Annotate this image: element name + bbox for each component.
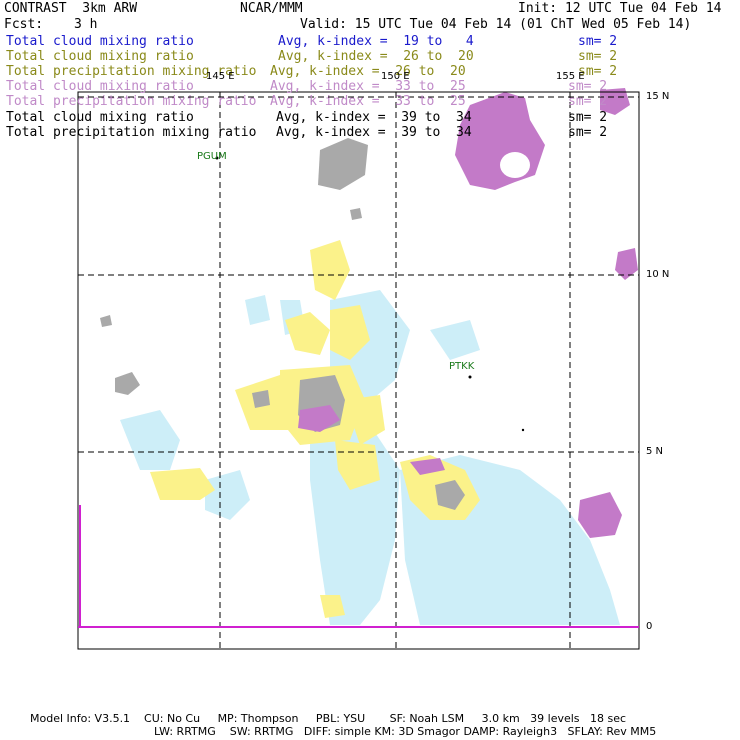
legend-sm: sm= 2 [578, 64, 618, 79]
legend-sm: sm= 2 [578, 49, 618, 64]
lat-label: 0 [646, 621, 653, 632]
init-time: Init: 12 UTC Tue 04 Feb 14 [518, 1, 722, 16]
organization: NCAR/MMM [240, 1, 303, 16]
legend-sm: sm= 2 [568, 94, 608, 109]
map-frame [77, 91, 640, 650]
legend-sm: sm= 2 [568, 110, 608, 125]
model-info: Model Info: V3.5.1 CU: No Cu MP: Thompso… [30, 712, 627, 725]
lon-label: 155 E [556, 71, 585, 82]
forecast-hours: 3 h [74, 17, 98, 32]
pgum-marker [215, 156, 219, 160]
precip-hole [500, 152, 530, 178]
station-label: PTKK [449, 361, 475, 372]
legend-avg: Avg, k-index = 33 to 25 [270, 79, 466, 94]
legend-avg: Avg, k-index = 26 to 20 [270, 64, 466, 79]
station-label: PGUM [197, 151, 227, 162]
lat-label: 15 N [646, 91, 670, 102]
island-marker [521, 428, 525, 432]
lat-label: 5 N [646, 446, 664, 457]
forecast-label: Fcst: [4, 17, 44, 32]
legend-field: Total cloud mixing ratio [6, 79, 194, 94]
legend-avg: Avg, k-index = 33 to 25 [270, 94, 466, 109]
ptkk-marker [468, 375, 472, 379]
model-physics: LW: RRTMG SW: RRTMG DIFF: simple KM: 3D … [154, 725, 657, 738]
legend-avg: Avg, k-index = 19 to 4 [278, 34, 474, 49]
legend-avg: Avg, k-index = 26 to 20 [278, 49, 474, 64]
project-title: CONTRAST 3km ARW [4, 1, 138, 16]
legend-field: Total cloud mixing ratio [6, 49, 194, 64]
legend-field: Total precipitation mixing ratio [6, 94, 257, 109]
lon-label: 150 E [381, 71, 410, 82]
valid-time: Valid: 15 UTC Tue 04 Feb 14 (01 ChT Wed … [300, 17, 692, 32]
legend-sm: sm= 2 [578, 34, 618, 49]
legend-avg: Avg, k-index = 39 to 34 [276, 110, 472, 125]
legend-field: Total precipitation mixing ratio [6, 64, 257, 79]
legend-field: Total cloud mixing ratio [6, 34, 194, 49]
legend-sm: sm= 2 [568, 79, 608, 94]
legend-field: Total precipitation mixing ratio [6, 125, 257, 140]
lat-lon-grid [78, 92, 639, 649]
legend-field: Total cloud mixing ratio [6, 110, 194, 125]
legend-avg: Avg, k-index = 39 to 34 [276, 125, 472, 140]
legend-sm: sm= 2 [568, 125, 608, 140]
lat-label: 10 N [646, 269, 670, 280]
lon-label: 145 E [206, 71, 235, 82]
